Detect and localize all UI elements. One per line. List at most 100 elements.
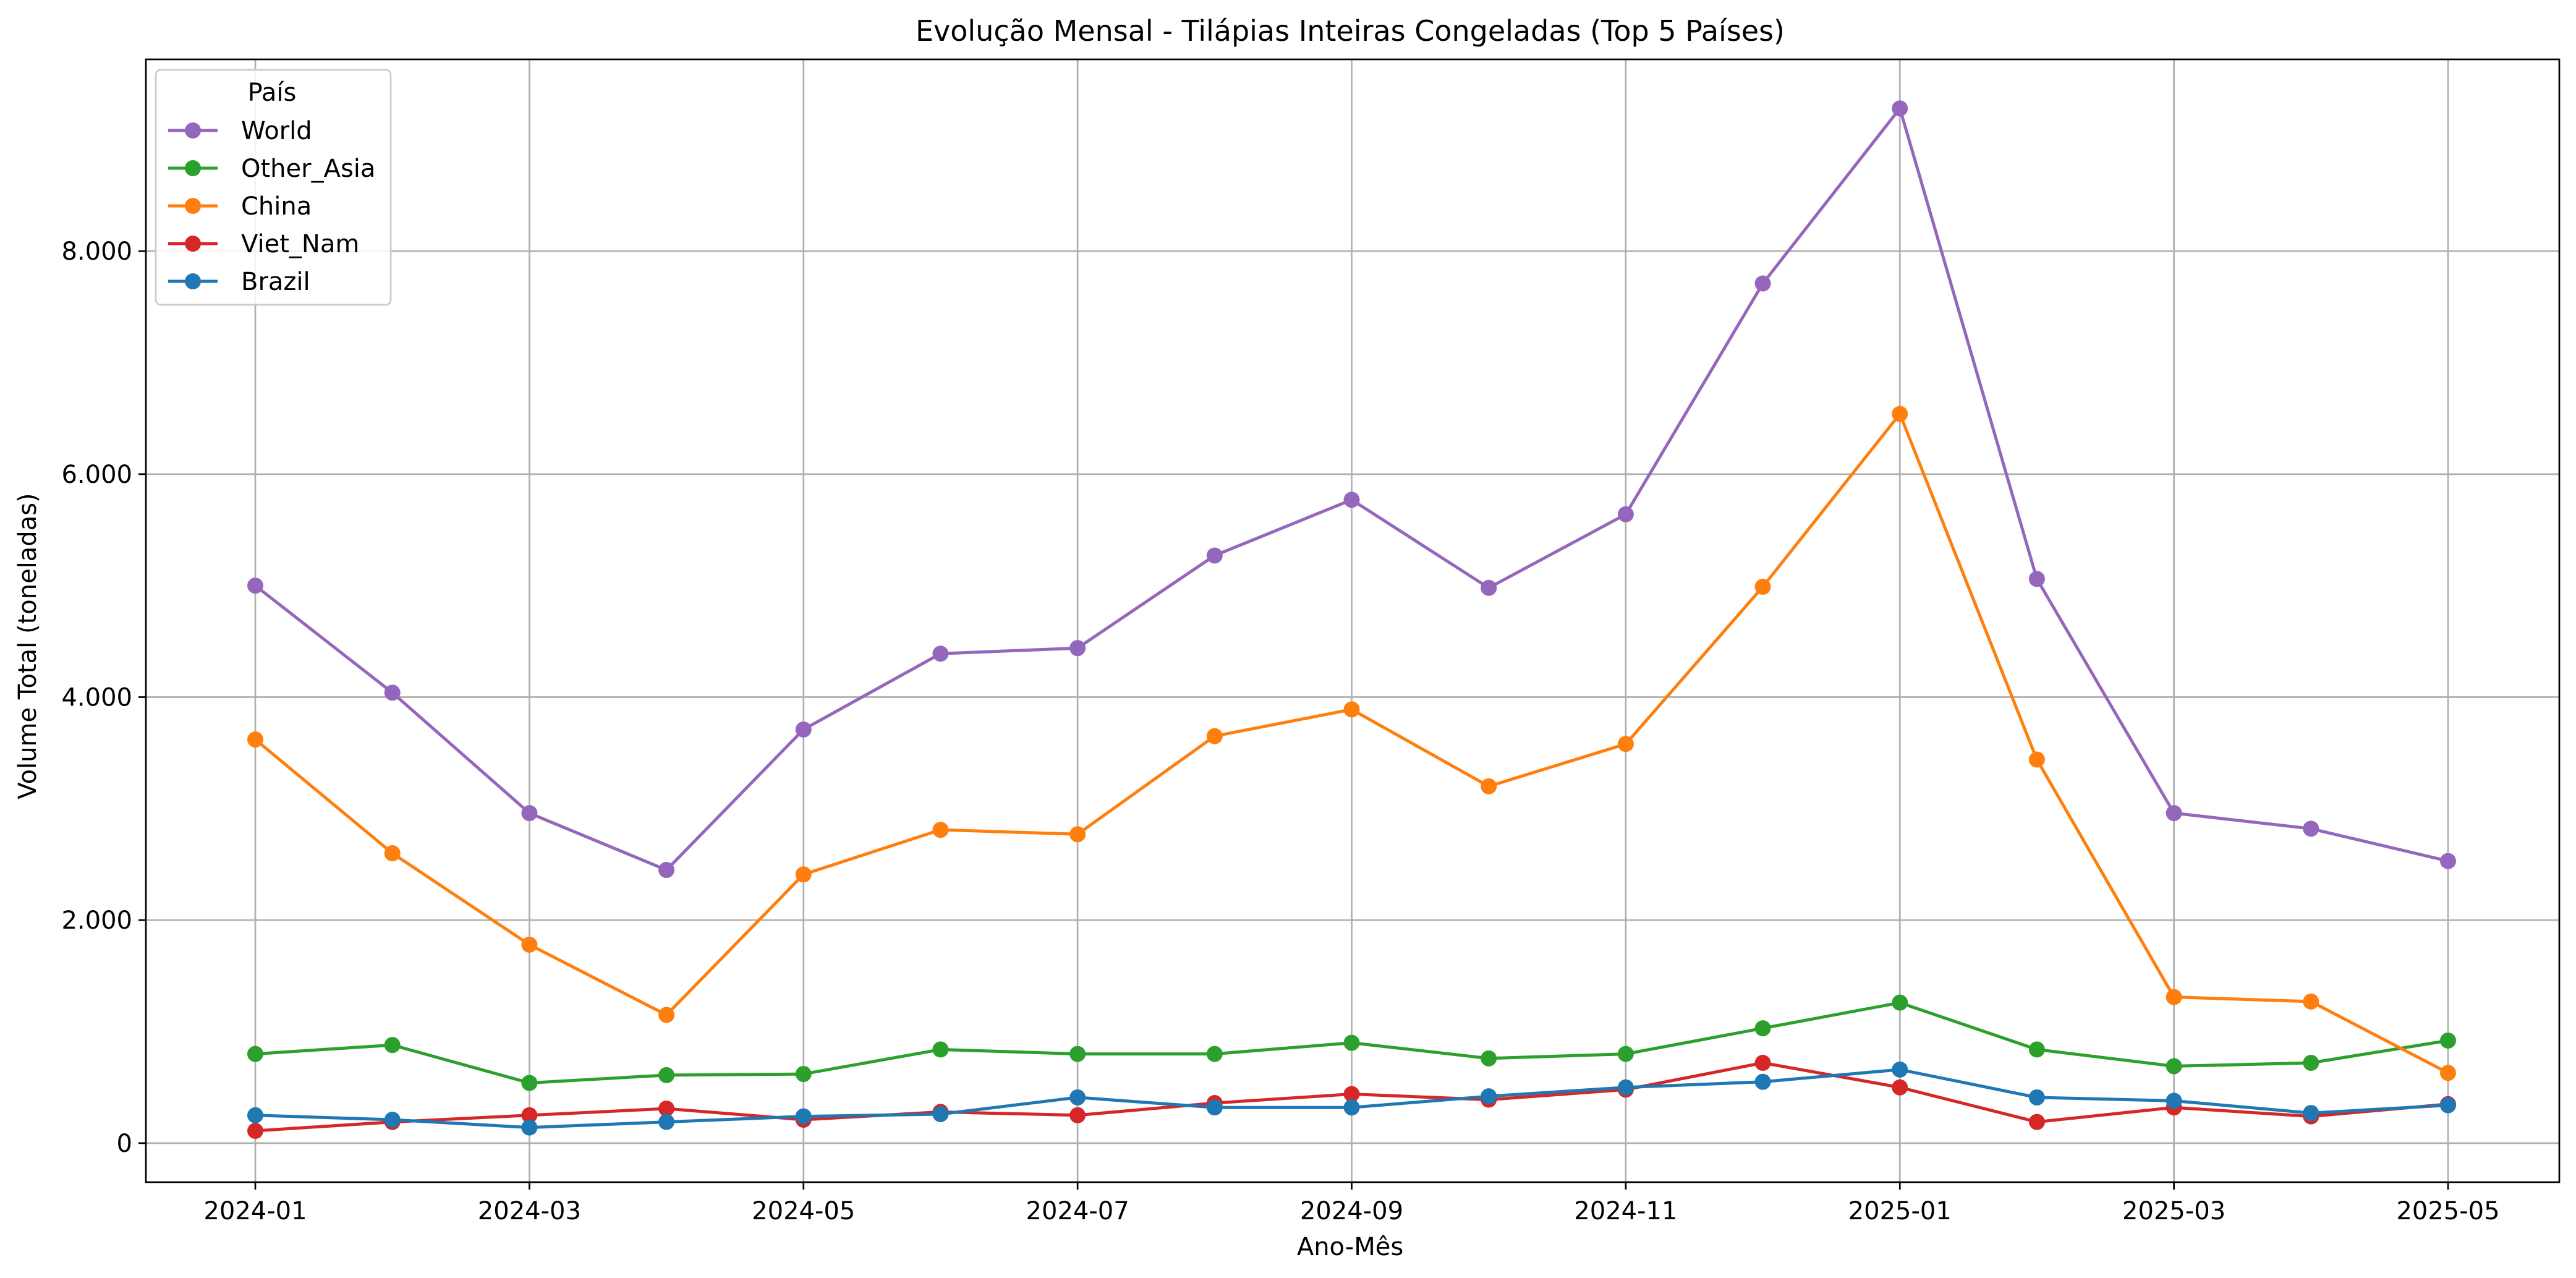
data-point <box>1481 778 1497 794</box>
data-point <box>2166 1093 2182 1109</box>
legend-item: Viet_Nam <box>168 230 359 258</box>
legend: País World Other_Asia China Viet_Nam Brazil <box>155 69 392 306</box>
data-point <box>1069 640 1086 657</box>
x-tick-label: 2024-01 <box>203 1197 307 1225</box>
data-point <box>658 1114 675 1130</box>
data-point <box>932 645 949 662</box>
data-point <box>2028 571 2045 587</box>
data-point <box>1343 1034 1360 1051</box>
data-point <box>521 936 538 953</box>
data-point <box>1892 100 1908 117</box>
legend-label: World <box>241 117 312 145</box>
x-tick-label: 2024-03 <box>478 1197 581 1225</box>
data-point <box>2028 751 2045 768</box>
y-axis-label: Volume Total (toneladas) <box>14 493 42 799</box>
y-tick-label: 8.000 <box>61 237 132 266</box>
data-point <box>247 1123 263 1140</box>
data-point <box>1206 728 1223 744</box>
data-point <box>2166 805 2182 822</box>
legend-marker <box>185 122 201 138</box>
x-tick-label: 2024-11 <box>1574 1197 1677 1225</box>
data-point <box>1892 1061 1908 1078</box>
data-point <box>795 866 812 883</box>
data-point <box>932 1041 949 1058</box>
legend-item: China <box>168 192 312 221</box>
data-point <box>2028 1114 2045 1130</box>
y-tick-label: 6.000 <box>61 461 132 489</box>
data-point <box>1206 1046 1223 1062</box>
data-point <box>1754 1073 1771 1090</box>
data-point <box>2303 1105 2319 1122</box>
data-point <box>2440 1032 2456 1049</box>
data-point <box>2440 853 2456 869</box>
data-point <box>1892 1079 1908 1096</box>
data-point <box>2303 1055 2319 1071</box>
data-point <box>1069 826 1086 843</box>
data-point <box>521 1119 538 1136</box>
series-world <box>247 100 2456 879</box>
data-point <box>658 1100 675 1117</box>
data-point <box>1617 506 1634 522</box>
data-point <box>1343 1086 1360 1102</box>
x-tick-label: 2024-09 <box>1300 1197 1403 1225</box>
legend-label: Other_Asia <box>241 155 375 183</box>
y-tick-label: 4.000 <box>61 684 132 712</box>
x-tick-label: 2025-03 <box>2122 1197 2225 1225</box>
data-point <box>2028 1041 2045 1058</box>
legend-marker <box>185 273 201 289</box>
data-point <box>795 1108 812 1125</box>
x-tick-label: 2024-05 <box>752 1197 855 1225</box>
data-point <box>247 1046 263 1062</box>
legend-label: Brazil <box>241 268 310 296</box>
data-point <box>1617 1046 1634 1062</box>
data-point <box>932 822 949 838</box>
data-point <box>1343 492 1360 508</box>
data-point <box>1206 547 1223 564</box>
data-point <box>1617 736 1634 752</box>
data-point <box>1481 579 1497 596</box>
data-point <box>521 1075 538 1091</box>
legend-marker <box>185 198 201 214</box>
data-point <box>1343 701 1360 718</box>
data-point <box>2303 993 2319 1010</box>
data-point <box>247 1107 263 1123</box>
legend-marker <box>185 236 201 252</box>
data-point <box>247 577 263 594</box>
data-point <box>795 721 812 738</box>
data-point <box>1069 1107 1086 1123</box>
data-point <box>1754 275 1771 292</box>
legend-item: World <box>168 117 312 145</box>
x-tick-label: 2024-07 <box>1026 1197 1129 1225</box>
data-point <box>2166 1058 2182 1075</box>
data-point <box>2303 820 2319 837</box>
data-point <box>795 1066 812 1083</box>
legend-marker <box>185 160 201 176</box>
data-point <box>1617 1079 1634 1096</box>
data-point <box>1481 1050 1497 1067</box>
data-point <box>1343 1099 1360 1116</box>
legend-box <box>155 69 392 306</box>
data-point <box>521 1107 538 1123</box>
legend-item: Brazil <box>168 268 310 296</box>
data-point <box>658 1067 675 1083</box>
legend-title: País <box>248 79 297 107</box>
data-point <box>1892 406 1908 422</box>
data-point <box>384 1037 401 1054</box>
data-point <box>1754 1055 1771 1071</box>
data-point <box>2440 1065 2456 1081</box>
data-point <box>1206 1099 1223 1116</box>
series-other-asia <box>247 994 2456 1091</box>
x-tick-label: 2025-01 <box>1848 1197 1952 1225</box>
data-point <box>1069 1046 1086 1062</box>
data-point <box>1892 994 1908 1011</box>
data-point <box>1481 1088 1497 1105</box>
chart-title: Evolução Mensal - Tilápias Inteiras Cong… <box>916 14 1785 48</box>
legend-label: China <box>241 192 312 221</box>
legend-label: Viet_Nam <box>241 230 359 258</box>
data-point <box>658 1007 675 1023</box>
data-point <box>384 1112 401 1128</box>
data-point <box>932 1105 949 1122</box>
data-point <box>1754 578 1771 595</box>
data-point <box>1754 1020 1771 1037</box>
